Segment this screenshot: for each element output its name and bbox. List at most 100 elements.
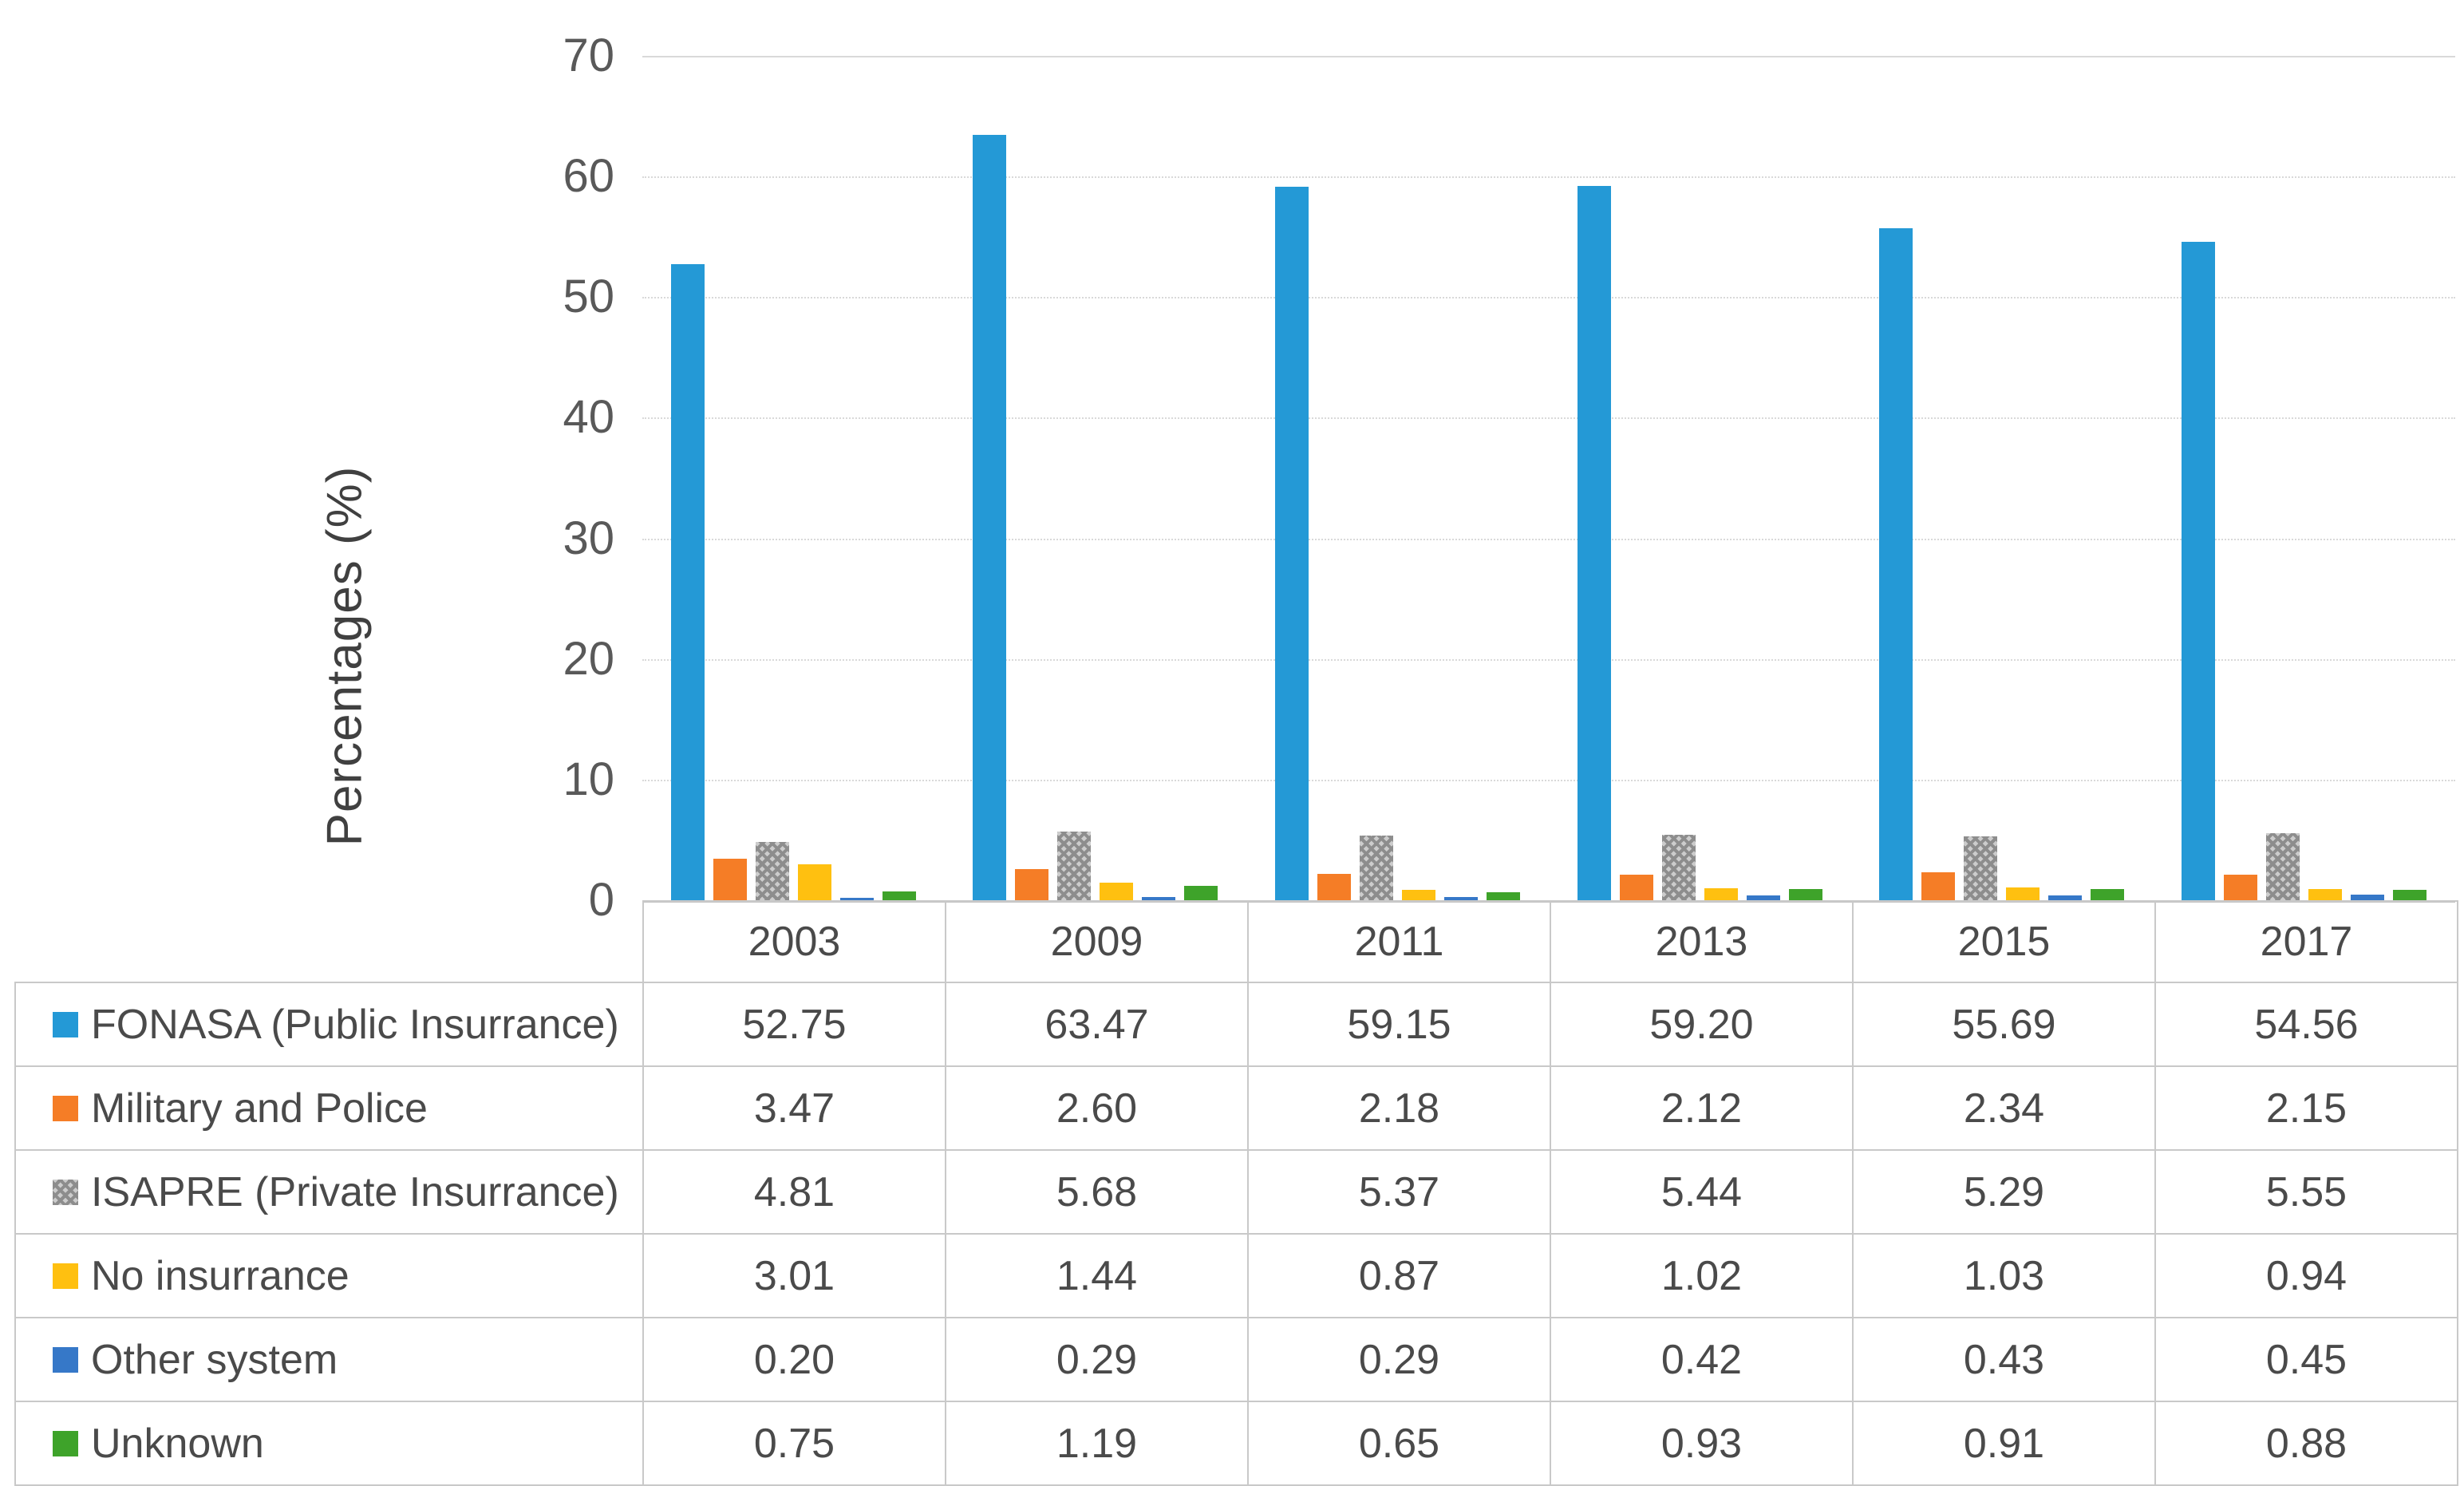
value-cell-other-system-2013: 0.42	[1550, 1317, 1854, 1402]
bar-no-insurrance-2003	[797, 864, 831, 900]
series-row-no-insurrance: No insurrance 3.01 1.44 0.87 1.02 1.03 0.94	[14, 1233, 2458, 1318]
bar-unknown-2011	[1487, 892, 1521, 900]
year-header-2015: 2015	[1852, 900, 2156, 983]
bar-isapre-private-insurrance-2015	[1964, 836, 1998, 900]
value-cell-isapre-private-insurrance-2013: 5.44	[1550, 1149, 1854, 1235]
value-cell-other-system-2003: 0.20	[642, 1317, 946, 1402]
bar-unknown-2017	[2393, 889, 2427, 900]
series-label-cell: Other system	[14, 1317, 644, 1402]
series-row-unknown: Unknown 0.75 1.19 0.65 0.93 0.91 0.88	[14, 1401, 2458, 1486]
bar-group-2009	[945, 56, 1247, 900]
gridline-20	[642, 658, 2455, 661]
value-cell-no-insurrance-2015: 1.03	[1852, 1233, 2156, 1318]
value-cell-unknown-2013: 0.93	[1550, 1401, 1854, 1486]
series-row-isapre-private-insurrance: ISAPRE (Private Insurrance) 4.81 5.68 5.37 5…	[14, 1149, 2458, 1235]
series-label-cell: FONASA (Public Insurrance)	[14, 982, 644, 1067]
value-cell-military-and-police-2013: 2.12	[1550, 1065, 1854, 1151]
bar-no-insurrance-2009	[1100, 883, 1134, 900]
value-cell-isapre-private-insurrance-2011: 5.37	[1247, 1149, 1551, 1235]
y-tick-label-40: 40	[563, 391, 614, 444]
legend-swatch-icon-no-insurrance	[53, 1263, 78, 1289]
series-name: FONASA (Public Insurrance)	[91, 1001, 619, 1048]
gridline-50	[642, 297, 2455, 299]
bar-fonasa-public-insurrance-2015	[1879, 228, 1913, 900]
y-axis-title: Percentages (%)	[317, 465, 373, 847]
bar-group-2011	[1246, 56, 1549, 900]
y-tick-label-60: 60	[563, 150, 614, 203]
bar-other-system-2015	[2048, 895, 2083, 900]
series-row-military-and-police: Military and Police 3.47 2.60 2.18 2.12 2.34 2…	[14, 1065, 2458, 1151]
value-cell-unknown-2017: 0.88	[2154, 1401, 2458, 1486]
year-header-2003: 2003	[642, 900, 946, 983]
y-tick-label-30: 30	[563, 512, 614, 564]
value-cell-fonasa-public-insurrance-2011: 59.15	[1247, 982, 1551, 1067]
gridline-60	[642, 176, 2455, 179]
bar-military-and-police-2013	[1619, 874, 1653, 900]
bar-isapre-private-insurrance-2009	[1057, 832, 1092, 900]
year-header-2017: 2017	[2154, 900, 2458, 983]
value-cell-isapre-private-insurrance-2003: 4.81	[642, 1149, 946, 1235]
series-name: ISAPRE (Private Insurrance)	[91, 1168, 619, 1215]
data-table: 2003 2009 2011 2013 2015 2017 FONASA (Public …	[14, 900, 2458, 1486]
gridline-30	[642, 538, 2455, 540]
bar-isapre-private-insurrance-2013	[1661, 834, 1696, 900]
bar-military-and-police-2009	[1015, 868, 1049, 900]
value-cell-other-system-2011: 0.29	[1247, 1317, 1551, 1402]
value-cell-no-insurrance-2011: 0.87	[1247, 1233, 1551, 1318]
bar-no-insurrance-2011	[1402, 889, 1436, 900]
bar-military-and-police-2017	[2224, 874, 2258, 900]
gridline-40	[642, 417, 2455, 420]
bar-fonasa-public-insurrance-2011	[1275, 187, 1309, 900]
value-cell-other-system-2015: 0.43	[1852, 1317, 2156, 1402]
value-cell-fonasa-public-insurrance-2003: 52.75	[642, 982, 946, 1067]
y-tick-label-50: 50	[563, 271, 614, 323]
value-cell-other-system-2009: 0.29	[945, 1317, 1249, 1402]
gridline-10	[642, 779, 2455, 781]
year-header-2013: 2013	[1550, 900, 1854, 983]
series-label-cell: No insurrance	[14, 1233, 644, 1318]
legend-swatch-icon-unknown	[53, 1430, 78, 1456]
bar-other-system-2017	[2351, 895, 2385, 900]
bar-military-and-police-2015	[1921, 871, 1956, 900]
value-cell-no-insurrance-2013: 1.02	[1550, 1233, 1854, 1318]
bar-no-insurrance-2017	[2308, 888, 2343, 900]
value-cell-military-and-police-2011: 2.18	[1247, 1065, 1551, 1151]
bar-isapre-private-insurrance-2011	[1360, 835, 1394, 900]
bar-military-and-police-2003	[713, 858, 747, 900]
value-cell-no-insurrance-2009: 1.44	[945, 1233, 1249, 1318]
bar-unknown-2009	[1184, 886, 1218, 900]
y-tick-label-0: 0	[588, 874, 614, 926]
value-cell-no-insurrance-2003: 3.01	[642, 1233, 946, 1318]
bar-fonasa-public-insurrance-2017	[2182, 242, 2216, 900]
bar-no-insurrance-2013	[1704, 887, 1738, 900]
bar-group-2017	[2153, 56, 2455, 900]
bar-fonasa-public-insurrance-2009	[973, 134, 1007, 900]
value-cell-fonasa-public-insurrance-2009: 63.47	[945, 982, 1249, 1067]
value-cell-unknown-2015: 0.91	[1852, 1401, 2156, 1486]
value-cell-military-and-police-2003: 3.47	[642, 1065, 946, 1151]
y-tick-label-20: 20	[563, 632, 614, 685]
corner-ghost-cell	[15, 901, 643, 982]
bar-no-insurrance-2015	[2006, 887, 2040, 900]
bar-fonasa-public-insurrance-2013	[1577, 186, 1611, 900]
value-cell-unknown-2003: 0.75	[642, 1401, 946, 1486]
bar-other-system-2009	[1142, 896, 1176, 900]
value-cell-military-and-police-2015: 2.34	[1852, 1065, 2156, 1151]
series-row-other-system: Other system 0.20 0.29 0.29 0.42 0.43 0.45	[14, 1317, 2458, 1402]
value-cell-isapre-private-insurrance-2017: 5.55	[2154, 1149, 2458, 1235]
legend-swatch-icon-military-and-police	[53, 1095, 78, 1121]
value-cell-fonasa-public-insurrance-2017: 54.56	[2154, 982, 2458, 1067]
year-header-2009: 2009	[945, 900, 1249, 983]
legend-swatch-icon-fonasa-public-insurrance	[53, 1011, 78, 1037]
gridline-70	[642, 56, 2455, 57]
series-label-cell: Military and Police	[14, 1065, 644, 1151]
value-cell-no-insurrance-2017: 0.94	[2154, 1233, 2458, 1318]
year-header-2011: 2011	[1247, 900, 1551, 983]
bar-group-2003	[642, 56, 945, 900]
value-cell-military-and-police-2017: 2.15	[2154, 1065, 2458, 1151]
value-cell-fonasa-public-insurrance-2013: 59.20	[1550, 982, 1854, 1067]
value-cell-other-system-2017: 0.45	[2154, 1317, 2458, 1402]
series-label-cell: Unknown	[14, 1401, 644, 1486]
series-label-cell: ISAPRE (Private Insurrance)	[14, 1149, 644, 1235]
